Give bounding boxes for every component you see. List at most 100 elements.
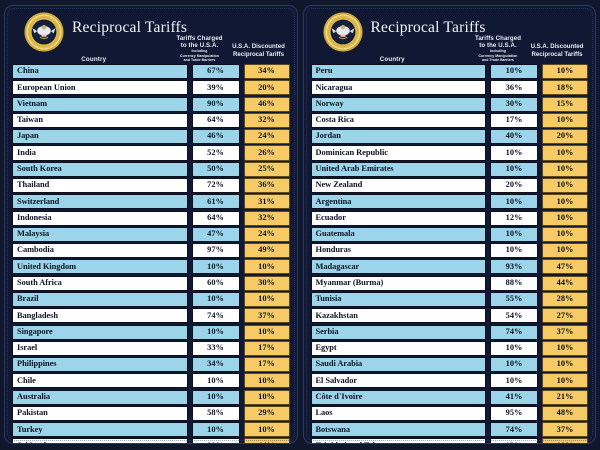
cell-discounted-reciprocal: 44%	[243, 438, 290, 443]
cell-country: Guatemala	[310, 226, 486, 242]
column-header-discounted-reciprocal: U.S.A. Discounted Reciprocal Tariffs	[526, 43, 588, 58]
cell-discounted-reciprocal: 10%	[542, 194, 588, 210]
cell-country: Madagascar	[310, 259, 486, 275]
table-row: Israel 33% 17%	[12, 340, 290, 356]
cell-tariffs-charged: 10%	[490, 64, 538, 80]
cell-tariffs-charged: 30%	[490, 96, 538, 112]
cell-tariffs-charged: 46%	[191, 129, 240, 145]
cell-tariffs-charged: 50%	[191, 161, 240, 177]
cell-tariffs-charged: 47%	[191, 226, 240, 242]
cell-tariffs-charged: 10%	[191, 373, 240, 389]
column-header-charged-line1: Tariffs Charged	[176, 35, 223, 43]
table-row: United Kingdom 10% 10%	[12, 259, 290, 275]
cell-tariffs-charged: 88%	[490, 275, 538, 291]
cell-tariffs-charged: 54%	[490, 308, 538, 324]
table-row: Costa Rica 17% 10%	[310, 112, 588, 128]
cell-country: Thailand	[12, 177, 188, 194]
cell-country: Switzerland	[12, 194, 188, 210]
table-row: Singapore 10% 10%	[12, 324, 290, 340]
cell-discounted-reciprocal: 29%	[243, 405, 290, 421]
cell-discounted-reciprocal: 10%	[542, 340, 588, 356]
cell-country: European Union	[12, 80, 188, 96]
column-header-charged-sub3: and Trade Barriers	[183, 58, 216, 63]
table-row: Norway 30% 15%	[310, 96, 588, 112]
cell-country: Pakistan	[12, 405, 188, 421]
table-row: Guatemala 10% 10%	[310, 226, 588, 242]
cell-discounted-reciprocal: 10%	[542, 177, 588, 194]
cell-discounted-reciprocal: 20%	[243, 80, 290, 96]
cell-tariffs-charged: 10%	[191, 389, 240, 405]
cell-discounted-reciprocal: 17%	[243, 340, 290, 356]
table-row: Japan 46% 24%	[12, 129, 290, 145]
table-row: Jordan 40% 20%	[310, 129, 588, 145]
cell-discounted-reciprocal: 34%	[243, 64, 290, 80]
table-row: Argentina 10% 10%	[310, 194, 588, 210]
cell-tariffs-charged: 17%	[490, 112, 538, 128]
table-row: Sri Lanka88%44%	[12, 438, 290, 443]
cell-discounted-reciprocal: 21%	[542, 389, 588, 405]
cell-country: Turkey	[12, 422, 188, 438]
cell-discounted-reciprocal: 24%	[243, 129, 290, 145]
table-row: Madagascar 93% 47%	[310, 259, 588, 275]
table-row: Turkey 10% 10%	[12, 422, 290, 438]
cell-country: Chile	[12, 373, 188, 389]
cell-tariffs-charged: 88%	[191, 438, 240, 443]
table-row: Malaysia 47% 24%	[12, 226, 290, 242]
table-row: Bangladesh 74% 37%	[12, 308, 290, 324]
table-row: Pakistan 58% 29%	[12, 405, 290, 421]
cell-country: Japan	[12, 129, 188, 145]
table-row: Thailand 72% 36%	[12, 177, 290, 194]
table-row: United Arab Emirates 10% 10%	[310, 161, 588, 177]
cell-discounted-reciprocal: 10%	[542, 145, 588, 161]
column-header-charged-sub3: and Trade Barriers	[482, 58, 514, 63]
cell-country: Israel	[12, 340, 188, 356]
table-row: Nicaragua 36% 18%	[310, 80, 588, 96]
cell-tariffs-charged: 95%	[490, 405, 538, 421]
column-header-discounted-reciprocal: U.S.A. Discounted Reciprocal Tariffs	[228, 43, 290, 58]
column-header-charged-sub1: Including	[489, 49, 506, 54]
cell-tariffs-charged: 74%	[490, 422, 538, 438]
column-header-discounted-line2: Reciprocal Tariffs	[531, 50, 583, 58]
cell-discounted-reciprocal: 10%	[542, 210, 588, 226]
cell-discounted-reciprocal: 47%	[542, 259, 588, 275]
table-row: Taiwan 64% 32%	[12, 112, 290, 128]
table-row: Trinidad and Tobago 12% 10%	[310, 438, 588, 443]
cell-country: Egypt	[310, 340, 486, 356]
table-row: Brazil 10% 10%	[12, 291, 290, 308]
tariff-rows-right: Peru 10% 10% Nicaragua 36% 18% Norway 30% 15% Cos…	[309, 64, 591, 443]
cell-country: Laos	[310, 405, 486, 421]
cell-tariffs-charged: 10%	[490, 373, 538, 389]
cell-discounted-reciprocal: 10%	[243, 324, 290, 340]
cell-tariffs-charged: 41%	[490, 389, 538, 405]
cell-discounted-reciprocal: 10%	[243, 373, 290, 389]
cell-discounted-reciprocal: 46%	[243, 96, 290, 112]
cell-country: Côte d`Ivoire	[310, 389, 486, 405]
cell-discounted-reciprocal: 10%	[542, 438, 588, 443]
column-header-country: Country	[81, 56, 107, 63]
cell-discounted-reciprocal: 10%	[542, 161, 588, 177]
column-header-country: Country	[379, 56, 405, 63]
cell-country: South Africa	[12, 275, 188, 291]
cell-discounted-reciprocal: 36%	[243, 177, 290, 194]
cell-country: India	[12, 145, 188, 161]
table-row: Peru 10% 10%	[310, 64, 588, 80]
cell-discounted-reciprocal: 48%	[542, 405, 588, 421]
column-header-tariffs-charged: Tariffs Charged to the U.S.A. Including …	[171, 35, 229, 63]
cell-country: Dominican Republic	[310, 145, 486, 161]
cell-tariffs-charged: 12%	[490, 210, 538, 226]
table-row: Myanmar (Burma) 88% 44%	[310, 275, 588, 291]
cell-tariffs-charged: 58%	[191, 405, 240, 421]
cell-tariffs-charged: 10%	[490, 194, 538, 210]
cell-tariffs-charged: 10%	[490, 357, 538, 373]
cell-discounted-reciprocal: 10%	[243, 389, 290, 405]
cell-tariffs-charged: 74%	[191, 308, 240, 324]
cell-discounted-reciprocal: 37%	[542, 324, 588, 340]
table-row: Honduras 10% 10%	[310, 243, 588, 259]
cell-country: United Kingdom	[12, 259, 188, 275]
table-row: South Korea 50% 25%	[12, 161, 290, 177]
column-header-tariffs-charged: Tariffs Charged to the U.S.A. Including …	[469, 35, 527, 63]
presidential-seal-icon	[24, 12, 64, 52]
cell-discounted-reciprocal: 10%	[542, 357, 588, 373]
cell-discounted-reciprocal: 17%	[243, 357, 290, 373]
cell-tariffs-charged: 52%	[191, 145, 240, 161]
